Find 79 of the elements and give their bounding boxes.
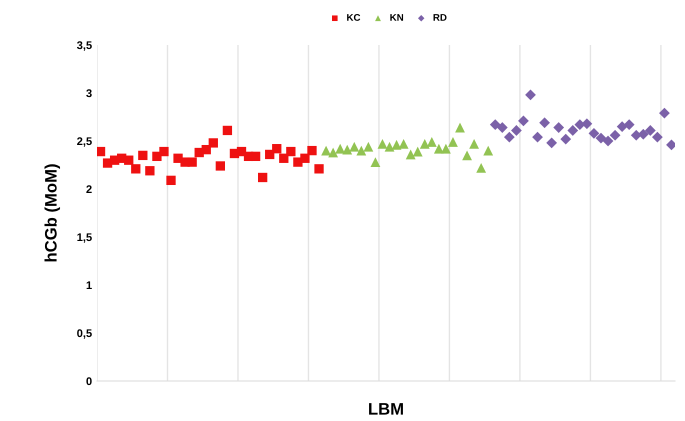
point <box>532 132 543 143</box>
point <box>208 138 218 148</box>
point <box>659 108 670 119</box>
point <box>188 157 197 167</box>
point <box>272 144 282 154</box>
point <box>511 125 522 136</box>
point <box>250 152 260 162</box>
legend-label: RD <box>434 14 447 21</box>
point <box>490 119 501 130</box>
y-tick-label: 0 <box>86 377 92 386</box>
point <box>504 132 515 143</box>
point <box>406 150 416 160</box>
point <box>131 164 140 174</box>
point <box>560 134 572 144</box>
point <box>378 138 388 149</box>
point <box>476 162 486 173</box>
point <box>525 90 536 100</box>
point <box>539 117 550 128</box>
point <box>328 148 338 158</box>
point <box>518 115 529 126</box>
point <box>644 125 656 136</box>
y-tick-label: 3 <box>86 89 92 98</box>
point <box>602 136 614 146</box>
point <box>342 144 352 155</box>
point <box>567 125 578 136</box>
point <box>588 128 600 139</box>
point <box>97 146 106 156</box>
point <box>124 156 134 165</box>
point <box>279 154 288 163</box>
point <box>448 137 458 147</box>
point <box>258 172 268 182</box>
y-tick-label: 2,5 <box>77 137 92 147</box>
point <box>398 138 409 149</box>
y-tick-label: 1 <box>86 281 92 290</box>
point <box>582 118 592 130</box>
legend-label: KC <box>347 14 360 21</box>
y-tick-label: 3,5 <box>76 41 92 51</box>
point <box>216 161 226 171</box>
point <box>300 154 310 163</box>
point <box>349 142 360 152</box>
point <box>145 166 155 176</box>
point <box>166 176 176 186</box>
point <box>496 122 508 133</box>
point <box>286 146 296 156</box>
point <box>356 146 366 156</box>
point <box>222 126 232 136</box>
point <box>370 157 380 168</box>
point <box>434 144 444 154</box>
y-tick-label: 2 <box>86 185 92 194</box>
y-tick-label: 1,5 <box>77 233 92 243</box>
point <box>412 146 423 156</box>
point <box>469 138 480 149</box>
point <box>335 144 346 154</box>
point <box>596 132 606 144</box>
point <box>202 144 211 154</box>
point <box>321 146 331 156</box>
point <box>307 146 317 156</box>
point <box>616 121 628 132</box>
point <box>159 146 169 156</box>
point <box>455 122 465 132</box>
point <box>420 138 430 149</box>
point <box>610 130 620 141</box>
x-axis-title: LBM <box>369 403 403 415</box>
point <box>483 146 494 156</box>
point <box>138 150 148 160</box>
point <box>553 122 564 133</box>
point <box>546 138 558 148</box>
point <box>624 119 635 130</box>
point <box>652 132 663 143</box>
point <box>392 140 402 150</box>
point <box>363 142 374 152</box>
y-axis-title: hCGb (MoM) <box>44 164 60 262</box>
point <box>638 128 649 140</box>
y-tick-label: 0,5 <box>77 329 92 339</box>
legend-label: KN <box>390 14 404 21</box>
point <box>314 164 324 174</box>
point <box>462 150 472 160</box>
point <box>441 144 451 154</box>
point <box>426 137 437 147</box>
